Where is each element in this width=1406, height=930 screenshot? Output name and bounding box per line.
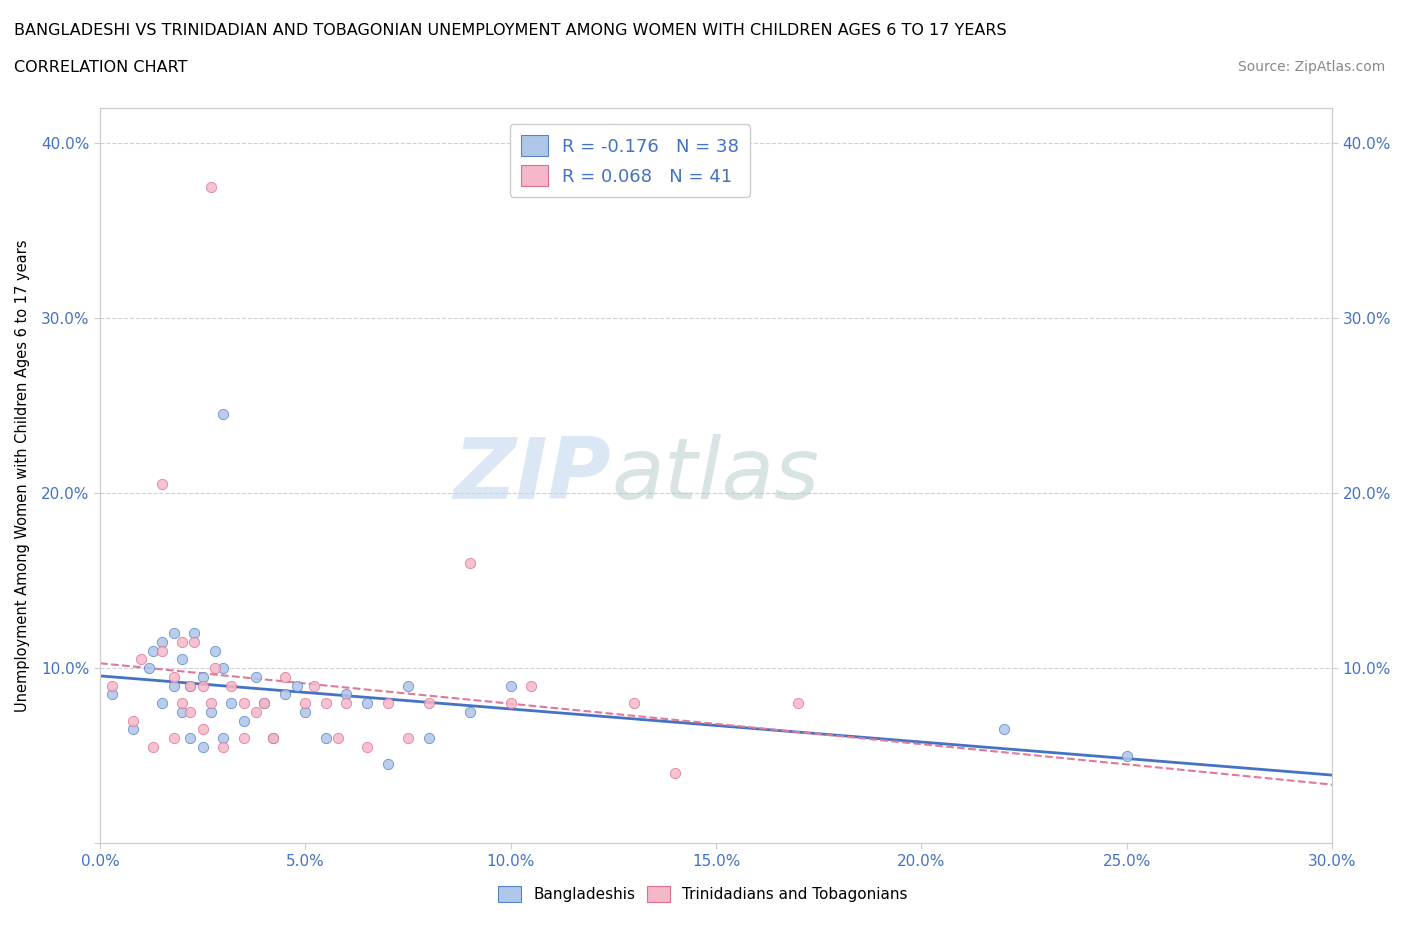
Point (138, 660, 160, 675)
Point (172, 696, 194, 711)
Point (396, 731, 419, 746)
Point (664, 765, 686, 780)
Point (179, 678, 201, 693)
Point (212, 406, 235, 421)
Point (179, 731, 201, 746)
Point (172, 704, 194, 719)
Point (200, 696, 222, 711)
Point (150, 634, 173, 649)
Point (179, 704, 201, 719)
Point (183, 634, 205, 649)
Point (232, 696, 254, 711)
Point (262, 731, 284, 746)
Point (200, 179, 222, 194)
Point (335, 687, 357, 702)
Point (212, 731, 235, 746)
Point (274, 687, 297, 702)
Point (163, 678, 186, 693)
Point (377, 696, 399, 711)
Point (142, 644, 165, 658)
Point (172, 652, 194, 667)
Point (142, 739, 165, 754)
Point (163, 670, 186, 684)
Point (253, 696, 276, 711)
Point (232, 731, 254, 746)
Text: CORRELATION CHART: CORRELATION CHART (14, 60, 187, 75)
Point (163, 626, 186, 641)
Point (458, 704, 481, 719)
Point (191, 678, 214, 693)
Point (204, 660, 226, 675)
Point (418, 731, 440, 746)
Point (294, 696, 316, 711)
Point (212, 660, 235, 675)
Point (150, 644, 173, 658)
Text: ZIP: ZIP (454, 434, 612, 517)
Point (253, 696, 276, 711)
Point (122, 722, 145, 737)
Point (191, 722, 214, 737)
Point (396, 678, 419, 693)
Legend: R = -0.176   N = 38, R = 0.068   N = 41: R = -0.176 N = 38, R = 0.068 N = 41 (510, 125, 749, 197)
Point (200, 704, 222, 719)
Point (356, 696, 378, 711)
Point (458, 555, 481, 570)
Point (377, 757, 399, 772)
Text: BANGLADESHI VS TRINIDADIAN AND TOBAGONIAN UNEMPLOYMENT AMONG WOMEN WITH CHILDREN: BANGLADESHI VS TRINIDADIAN AND TOBAGONIA… (14, 23, 1007, 38)
Point (418, 696, 440, 711)
Point (262, 731, 284, 746)
Point (787, 696, 810, 711)
Point (221, 696, 243, 711)
Point (212, 739, 235, 754)
Point (183, 626, 205, 641)
Point (335, 696, 357, 711)
Point (204, 644, 226, 658)
Point (172, 634, 194, 649)
Point (328, 731, 350, 746)
Point (993, 722, 1015, 737)
Point (315, 696, 337, 711)
Point (302, 678, 325, 693)
Point (101, 687, 124, 702)
Point (499, 696, 522, 711)
Point (191, 670, 214, 684)
Point (179, 678, 201, 693)
Point (294, 704, 316, 719)
Text: atlas: atlas (612, 434, 820, 517)
Point (520, 678, 543, 693)
Point (101, 678, 124, 693)
Point (1115, 748, 1137, 763)
Point (150, 696, 173, 711)
Point (245, 704, 267, 719)
Point (623, 696, 645, 711)
Point (285, 678, 308, 693)
Point (274, 670, 297, 684)
Legend: Bangladeshis, Trinidadians and Tobagonians: Bangladeshis, Trinidadians and Tobagonia… (492, 880, 914, 909)
Point (163, 731, 186, 746)
Point (245, 670, 267, 684)
Point (129, 652, 152, 667)
Y-axis label: Unemployment Among Women with Children Ages 6 to 17 years: Unemployment Among Women with Children A… (15, 239, 30, 711)
Text: Source: ZipAtlas.com: Source: ZipAtlas.com (1237, 60, 1385, 74)
Point (122, 713, 145, 728)
Point (315, 731, 337, 746)
Point (150, 477, 173, 492)
Point (499, 678, 522, 693)
Point (356, 739, 378, 754)
Point (191, 739, 214, 754)
Point (232, 713, 254, 728)
Point (221, 678, 243, 693)
